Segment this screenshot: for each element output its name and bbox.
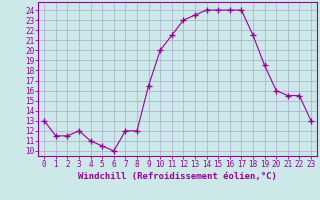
X-axis label: Windchill (Refroidissement éolien,°C): Windchill (Refroidissement éolien,°C) bbox=[78, 172, 277, 181]
